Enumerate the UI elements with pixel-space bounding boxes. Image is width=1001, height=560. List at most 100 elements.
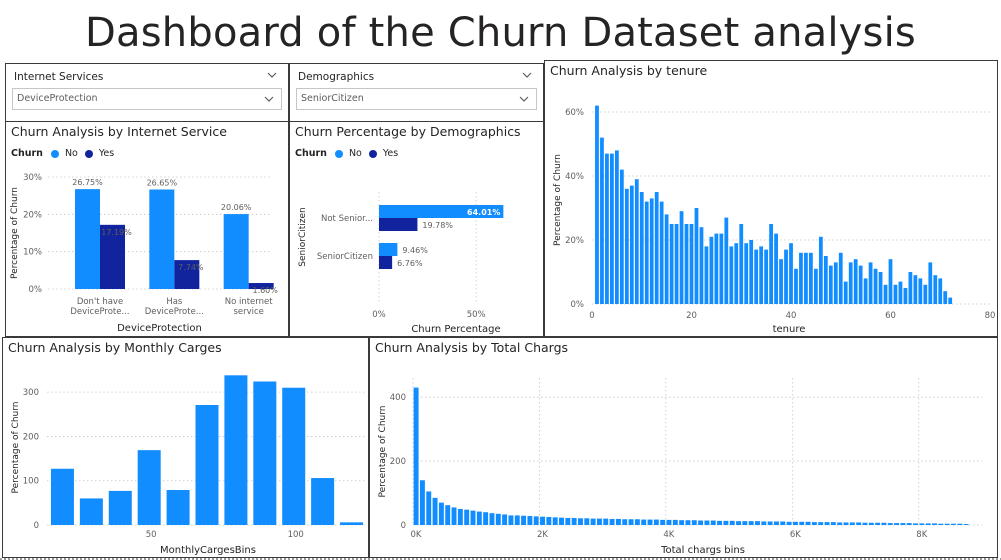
bar-no <box>379 205 504 218</box>
bar <box>773 521 779 525</box>
panel-internet-service[interactable]: Churn Analysis by Internet Service Churn… <box>5 121 289 337</box>
y-tick-label: Not Senior... <box>321 214 373 224</box>
chevron-down-icon[interactable] <box>518 94 530 104</box>
bar <box>786 521 792 525</box>
bar <box>862 522 868 525</box>
x-tick-label: 8K <box>916 530 927 540</box>
y-axis-title: Percentage of Churn <box>11 402 21 494</box>
bar <box>649 198 654 304</box>
chart-internet-svg: 0%10%20%30% 26.75%17.19%Don't haveDeviceP… <box>10 173 278 334</box>
bar <box>944 523 950 525</box>
panel-total[interactable]: Churn Analysis by Total Chargs 0 200 400 0K… <box>369 337 998 558</box>
data-label: 64.01% <box>467 208 500 217</box>
bar <box>691 520 697 525</box>
data-label: 26.65% <box>147 179 178 188</box>
bar <box>779 259 783 304</box>
bar <box>685 520 691 525</box>
chevron-down-icon[interactable] <box>521 69 533 81</box>
panel-tenure[interactable]: Churn Analysis by tenure 0% 20% 40% 60% 0 20 4… <box>544 60 998 337</box>
bar <box>780 521 786 525</box>
bar <box>666 519 672 525</box>
data-label: 17.19% <box>101 228 132 237</box>
bar <box>609 518 615 525</box>
demographics-dropdown[interactable]: SeniorCitizen <box>296 88 537 110</box>
chart-total-svg: 0 200 400 0K 2K 4K 6K 8K Total chargs bins Percen… <box>378 378 982 556</box>
x-tick-label: 0% <box>372 310 386 320</box>
chart-title-demographics: Churn Percentage by Demographics <box>295 124 521 139</box>
bar <box>426 491 432 525</box>
bar <box>881 522 887 525</box>
bar <box>868 522 874 525</box>
bar <box>634 519 640 525</box>
dashboard-title: Dashboard of the Churn Dataset analysis <box>85 10 916 56</box>
y-tick-label: SeniorCitizen <box>317 252 373 262</box>
bar <box>495 513 501 525</box>
bar <box>875 522 881 525</box>
bar <box>641 519 647 525</box>
bar <box>470 510 476 525</box>
chart-title-tenure: Churn Analysis by tenure <box>550 63 708 78</box>
bar <box>647 519 653 525</box>
slicer-internet-services[interactable]: Internet Services DeviceProtection <box>5 63 289 122</box>
bar <box>694 208 699 304</box>
bar <box>774 233 778 304</box>
bar <box>50 468 74 525</box>
bar <box>894 523 900 525</box>
bar <box>710 520 716 525</box>
bar <box>823 256 828 304</box>
bar <box>818 236 823 304</box>
bar <box>858 265 863 304</box>
slicer-demographics[interactable]: Demographics SeniorCitizen <box>289 63 544 122</box>
bar <box>502 514 508 525</box>
data-label: 9.46% <box>402 246 428 255</box>
data-label: 26.75% <box>72 178 103 187</box>
bar <box>900 523 906 525</box>
bar <box>679 211 684 304</box>
bar <box>963 524 969 525</box>
bar <box>898 281 903 304</box>
bar <box>629 185 634 304</box>
internet-services-dropdown[interactable]: DeviceProtection <box>12 88 282 110</box>
x-tick-label: 0 <box>589 311 594 321</box>
bar <box>684 224 689 304</box>
y-axis-title: Percentage of Churn <box>378 406 388 498</box>
bar <box>615 518 621 525</box>
bar <box>739 224 744 304</box>
bar <box>811 522 817 525</box>
demographics-selected: SeniorCitizen <box>301 93 364 104</box>
bar <box>951 523 956 525</box>
chart-title-monthly: Churn Analysis by Monthly Carges <box>8 340 222 355</box>
bar <box>754 249 759 304</box>
bar <box>413 387 419 525</box>
bar <box>552 517 558 525</box>
bar <box>521 515 527 525</box>
bar-yes <box>379 256 393 269</box>
bar <box>749 240 754 304</box>
bar <box>603 518 609 525</box>
bar <box>849 522 855 525</box>
y-axis-title: Percentage of Churn <box>10 187 20 279</box>
panel-monthly[interactable]: Churn Analysis by Monthly Carges 0 100 200… <box>2 337 369 558</box>
bar <box>744 243 749 304</box>
chevron-down-icon[interactable] <box>266 69 278 81</box>
bar <box>340 522 364 525</box>
bar <box>451 507 457 525</box>
bar <box>508 515 514 525</box>
bar <box>719 233 724 304</box>
bar <box>559 517 564 525</box>
bar <box>908 272 913 304</box>
bar <box>887 523 893 525</box>
bar <box>669 224 674 304</box>
chevron-down-icon[interactable] <box>263 94 275 104</box>
bar <box>893 284 898 304</box>
bar <box>837 522 843 525</box>
panel-demographics[interactable]: Churn Percentage by Demographics Churn N… <box>289 121 544 337</box>
bar <box>848 262 853 304</box>
x-tick-label: 80 <box>985 311 996 321</box>
bar <box>628 519 634 525</box>
bar <box>918 278 923 304</box>
x-axis-title: DeviceProtection <box>117 323 202 334</box>
bar <box>729 246 734 304</box>
chart-tenure-svg: 0% 20% 40% 60% 0 20 40 60 80 tenure Percentage of … <box>553 105 996 335</box>
bar <box>883 284 888 304</box>
